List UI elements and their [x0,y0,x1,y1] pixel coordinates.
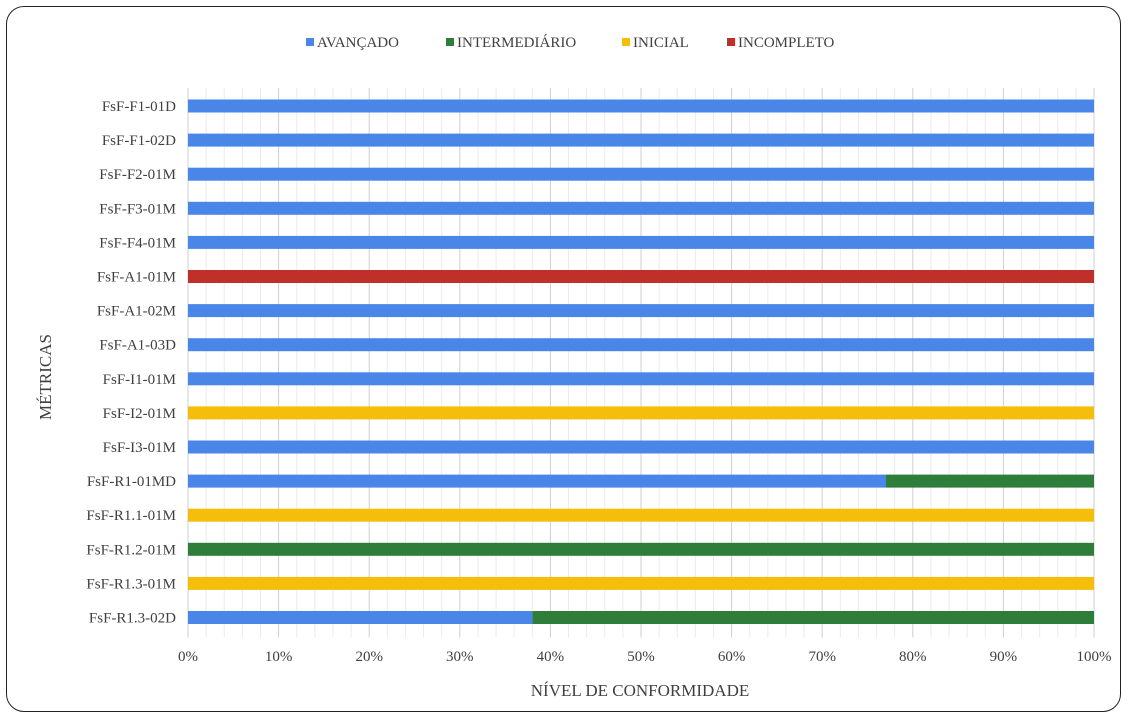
y-tick-label: FsF-I1-01M [103,372,176,388]
y-tick-label: FsF-F2-01M [99,167,176,183]
legend-item: INCOMPLETO [727,35,835,51]
y-tick-label: FsF-A1-02M [97,304,176,320]
y-axis-title: MÉTRICAS [36,334,55,420]
bars [188,99,1094,624]
legend-swatch [622,38,630,46]
bar-segment [188,270,1094,283]
x-axis-title: NÍVEL DE CONFORMIDADE [531,681,749,700]
y-tick-label: FsF-F1-02D [102,133,176,149]
bar-segment [188,167,1094,181]
x-tick-label: 30% [446,649,474,665]
x-tick-label: 10% [265,649,293,665]
bar-segment [188,508,1094,522]
bar-segment [188,611,533,624]
x-tick-label: 80% [899,649,927,665]
bar-segment [188,474,886,488]
legend-label: INCOMPLETO [738,35,835,51]
bar-segment [188,235,1094,249]
bar-segment [188,99,1094,113]
legend-item: INTERMEDIÁRIO [446,34,576,51]
x-tick-label: 50% [627,649,655,665]
bar-segment [188,542,1094,556]
y-tick-label: FsF-A1-03D [99,338,176,354]
x-tick-label: 90% [990,649,1018,665]
legend-label: AVANÇADO [317,35,399,51]
bar-segment [188,576,1094,590]
x-tick-label: 60% [718,649,746,665]
legend-swatch [306,38,314,46]
x-tick-label: 100% [1077,649,1112,665]
legend-swatch [727,38,735,46]
bar-segment [188,304,1094,318]
y-tick-label: FsF-R1.3-01M [86,576,176,592]
legend-label: INTERMEDIÁRIO [457,34,576,51]
bar-segment [188,338,1094,352]
x-tick-label: 0% [178,649,198,665]
x-axis-tick-labels: 0% 10% 20% 30% 40% 50% 60% 70% 80% 90% 100% [178,649,1112,665]
legend-item: AVANÇADO [306,35,399,51]
y-tick-label: FsF-A1-01M [97,270,176,286]
y-tick-label: FsF-F4-01M [99,235,176,251]
y-tick-label: FsF-F1-01D [102,99,176,115]
x-tick-label: 40% [537,649,565,665]
bar-segment [188,372,1094,386]
bar-segment [188,133,1094,147]
bar-segment [188,406,1094,420]
bar-segment [885,474,1094,488]
y-tick-label: FsF-F3-01M [99,201,176,217]
y-axis-tick-labels: FsF-F1-01D FsF-F1-02D FsF-F2-01M FsF-F3-01M… [86,99,176,627]
y-tick-label: FsF-R1.3-02D [89,611,176,627]
chart-frame [6,6,1121,712]
y-tick-label: FsF-I2-01M [103,406,176,422]
y-tick-label: FsF-R1-01MD [87,474,176,490]
x-tick-label: 20% [355,649,383,665]
y-tick-label: FsF-R1.1-01M [86,508,176,524]
x-tick-label: 70% [808,649,836,665]
y-tick-label: FsF-R1.2-01M [86,542,176,558]
legend-item: INICIAL [622,35,689,51]
legend-swatch [446,38,454,46]
y-tick-label: FsF-I3-01M [103,440,176,456]
bar-segment [532,611,1094,624]
bar-segment [188,201,1094,215]
legend-label: INICIAL [633,35,689,51]
bar-segment [188,440,1094,454]
legend: AVANÇADO INTERMEDIÁRIO INICIAL INCOMPLETO [306,34,835,51]
